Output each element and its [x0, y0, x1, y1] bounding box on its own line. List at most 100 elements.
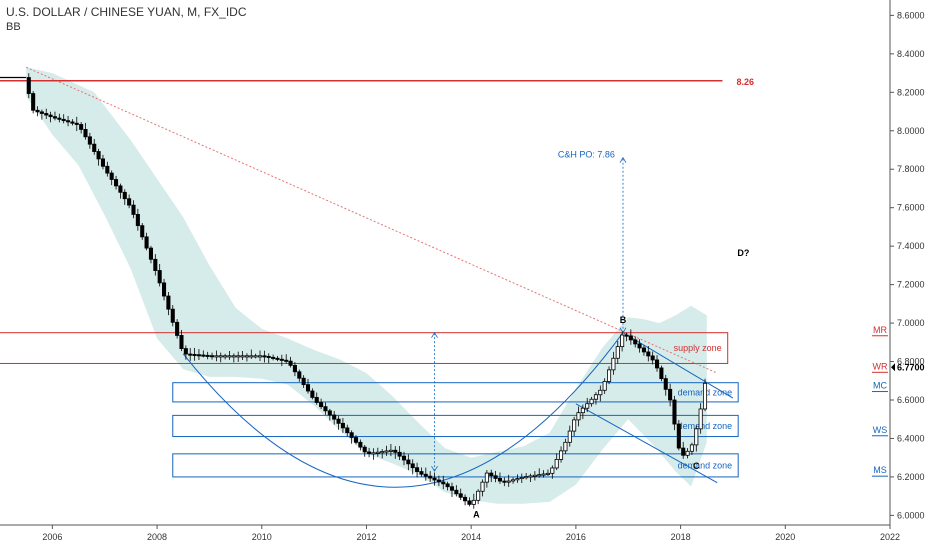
candle: [545, 472, 550, 475]
candle: [681, 447, 686, 456]
candle: [188, 353, 193, 356]
candle: [428, 475, 433, 479]
candle: [380, 451, 385, 454]
candle: [275, 357, 280, 360]
candle: [676, 423, 681, 449]
candle: [628, 335, 633, 341]
zone-box-2: [172, 414, 739, 438]
candle: [100, 158, 105, 167]
candle: [393, 449, 398, 453]
annotation-1: A: [473, 509, 480, 519]
candle: [140, 225, 145, 238]
candle: [253, 355, 258, 358]
candle: [484, 472, 489, 483]
zone-box-1: [172, 382, 739, 403]
candle: [532, 474, 537, 477]
cup-curve: [182, 332, 624, 488]
candle: [96, 151, 101, 160]
candle: [144, 236, 149, 249]
y-tick-label: 8.6000: [897, 10, 925, 20]
candle: [580, 407, 585, 414]
candle: [415, 467, 420, 472]
candle: [314, 397, 319, 403]
candle: [585, 403, 590, 409]
candle: [201, 354, 206, 357]
candle: [209, 355, 215, 358]
candle: [467, 500, 472, 505]
candle: [598, 389, 603, 396]
y-tick-label: 6.2000: [897, 472, 925, 482]
x-tick-label: 2006: [42, 532, 62, 542]
candle: [262, 355, 267, 358]
right-label-0: MR: [873, 325, 887, 335]
candle: [436, 479, 441, 483]
candle: [135, 214, 140, 227]
x-tick-label: 2022: [880, 532, 900, 542]
candle: [689, 444, 694, 452]
candle: [497, 478, 503, 482]
annotation-0: B: [620, 315, 627, 325]
x-tick-label: 2014: [461, 532, 481, 542]
candle: [493, 475, 498, 479]
candle: [637, 343, 642, 349]
candle: [79, 124, 84, 130]
candle: [367, 451, 372, 454]
candle: [362, 446, 367, 453]
y-tick-label: 6.0000: [897, 510, 925, 520]
candle: [327, 410, 332, 416]
candle: [445, 483, 450, 488]
candle: [92, 143, 97, 152]
candle: [179, 335, 184, 349]
candle: [48, 114, 53, 118]
candle: [196, 354, 201, 357]
zone-label-0: supply zone: [674, 343, 722, 353]
candle: [406, 459, 411, 465]
target-arrowhead-1: [619, 156, 627, 163]
candle: [162, 282, 167, 297]
x-tick-label: 2016: [566, 532, 586, 542]
candle: [66, 120, 71, 123]
candle: [476, 490, 481, 501]
y-tick-label: 7.8000: [897, 164, 925, 174]
candle: [358, 441, 363, 448]
candle: [550, 467, 555, 474]
candle: [279, 358, 284, 361]
candle: [401, 455, 407, 461]
y-tick-label: 6.6000: [897, 395, 925, 405]
candle: [157, 270, 162, 284]
candle: [332, 414, 337, 420]
candle: [419, 471, 424, 475]
candle: [74, 122, 79, 125]
chart-title: U.S. DOLLAR / CHINESE YUAN, M, FX_IDC: [6, 5, 247, 19]
candle: [388, 449, 393, 452]
candle: [218, 355, 223, 358]
candle: [35, 109, 40, 113]
indicator-label: BB: [6, 21, 21, 33]
right-label-3: WS: [873, 425, 888, 435]
candle: [663, 378, 668, 390]
candle: [410, 463, 415, 469]
candle: [31, 93, 36, 111]
candle: [223, 355, 228, 358]
candle: [602, 381, 607, 391]
candle: [454, 489, 459, 495]
last-price-label: 6.7700: [897, 362, 925, 372]
candle: [244, 355, 249, 358]
candle: [567, 430, 572, 443]
candle: [349, 432, 354, 438]
candle: [489, 472, 494, 477]
candle: [227, 355, 232, 358]
candle: [458, 493, 463, 498]
candle: [463, 496, 468, 502]
zone-box-0: [0, 332, 729, 364]
candle: [148, 247, 153, 260]
zone-label-2: demand zone: [678, 421, 733, 431]
descending-trendline: [25, 66, 718, 374]
candle: [615, 346, 620, 359]
y-tick-label: 7.2000: [897, 280, 925, 290]
candle: [301, 377, 306, 386]
candle: [633, 339, 638, 345]
candle: [114, 179, 119, 187]
